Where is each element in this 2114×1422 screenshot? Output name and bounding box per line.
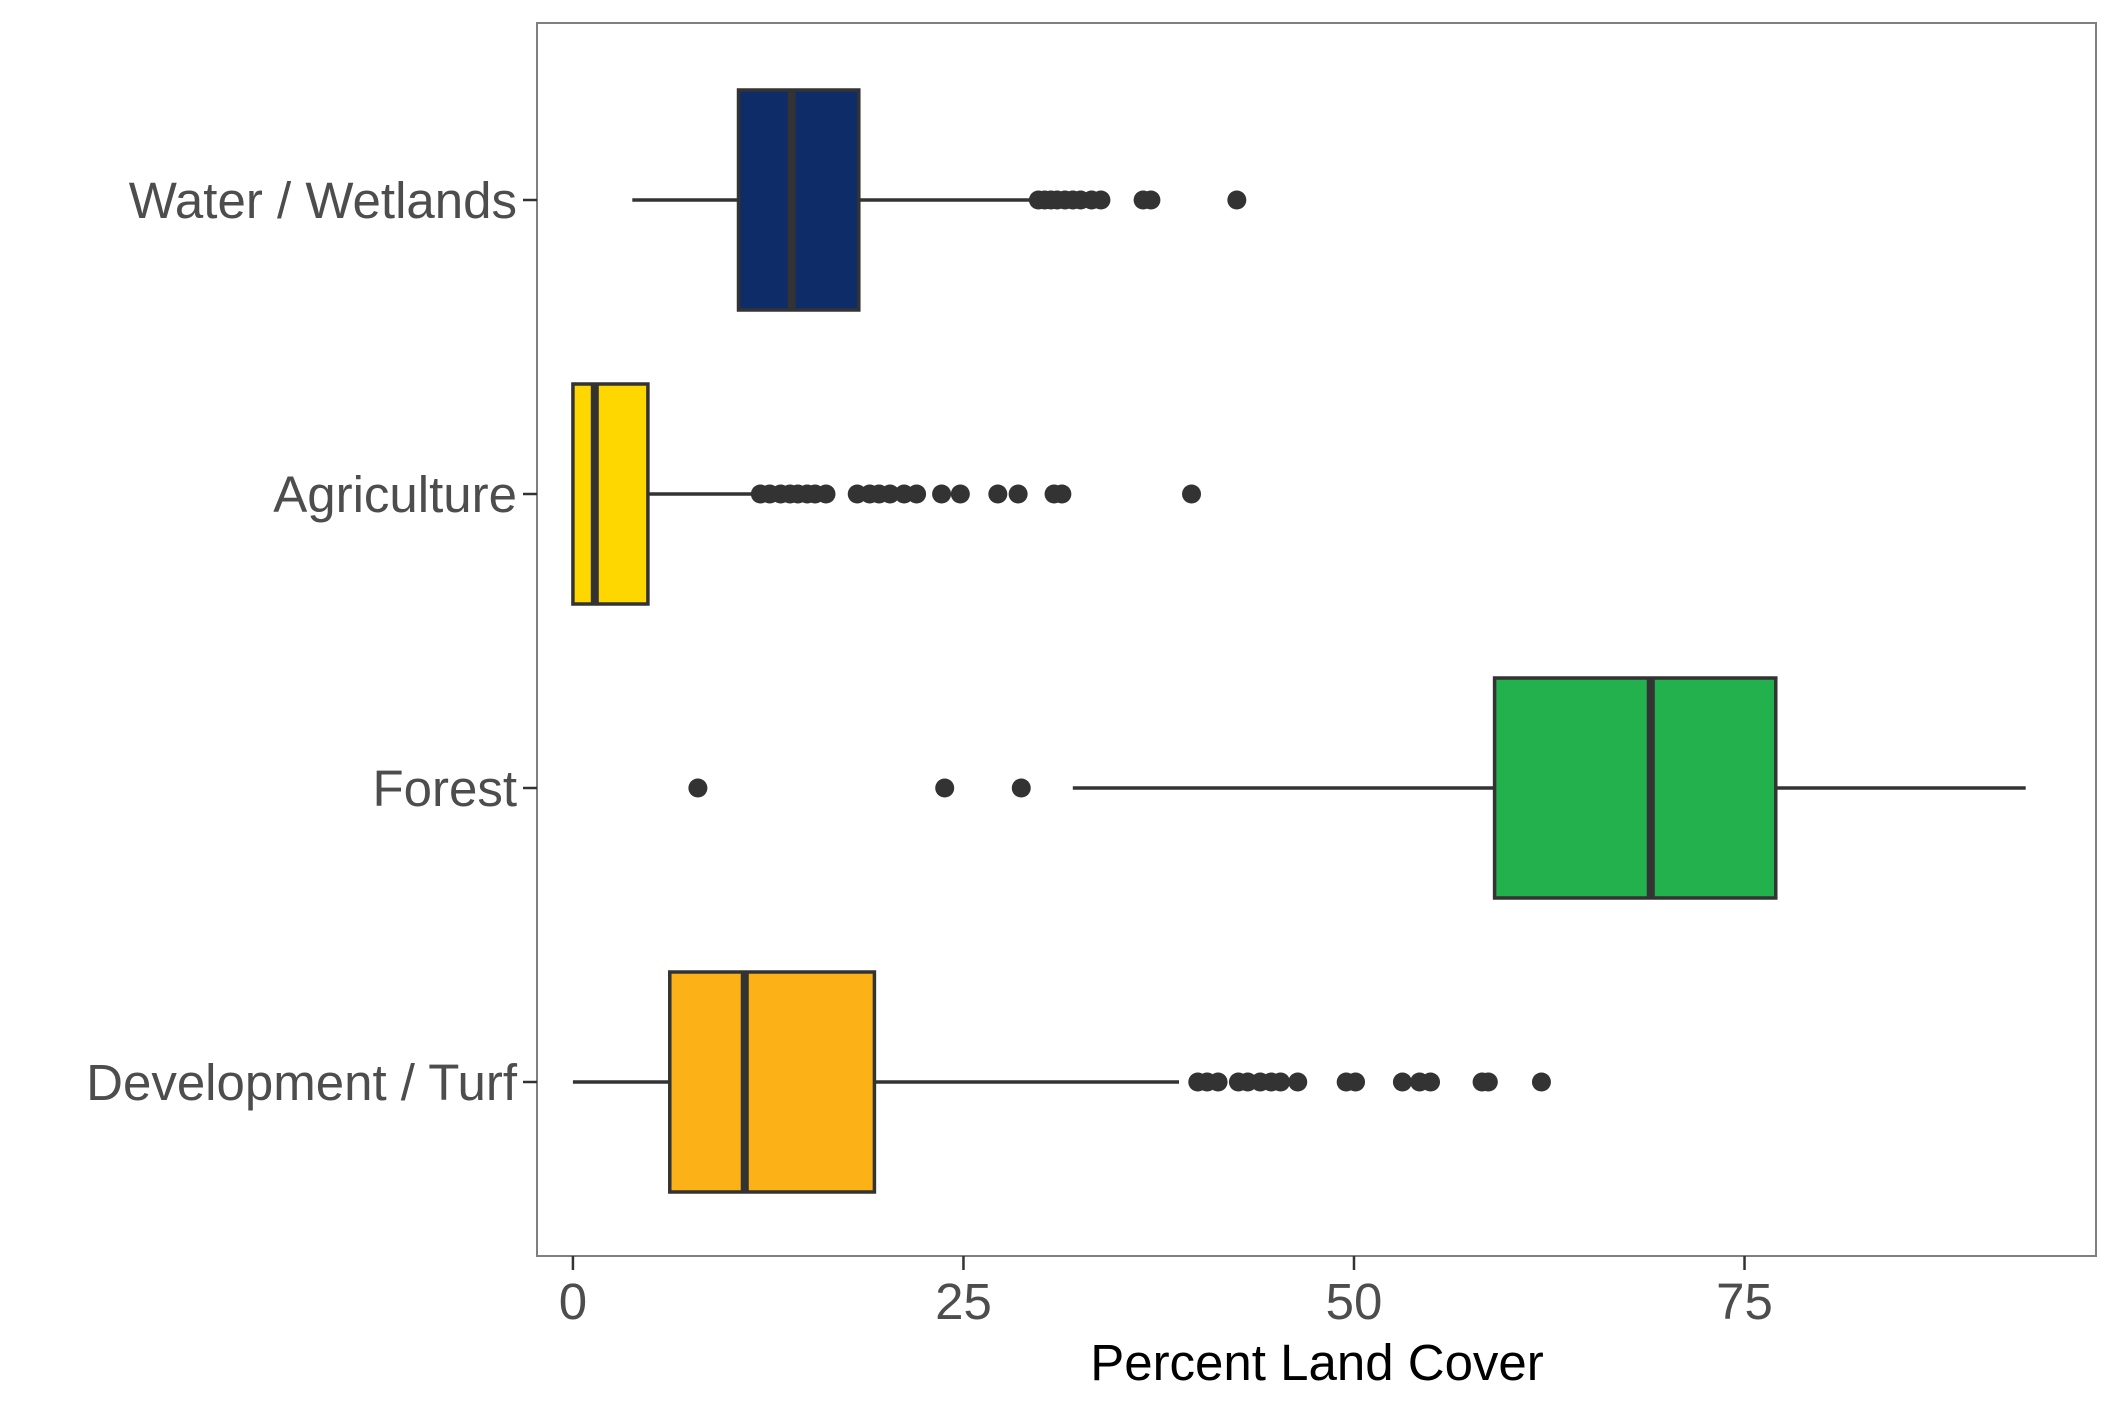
outlier-point-agriculture [880, 484, 900, 504]
outlier-point-water-wetlands [1227, 190, 1247, 210]
x-tick-label-75: 75 [1716, 1273, 1773, 1330]
outlier-point-agriculture [1052, 484, 1072, 504]
outlier-point-development-turf [1346, 1072, 1366, 1092]
y-tick-label-agriculture: Agriculture [273, 466, 517, 523]
outlier-point-forest [935, 778, 955, 798]
outlier-point-agriculture [907, 484, 927, 504]
outlier-point-agriculture [932, 484, 952, 504]
outlier-point-development-turf [1421, 1072, 1441, 1092]
outlier-point-agriculture [950, 484, 970, 504]
outlier-point-development-turf [1478, 1072, 1498, 1092]
x-tick-label-25: 25 [935, 1273, 992, 1330]
box-forest [1492, 676, 1778, 900]
box-agriculture [571, 382, 650, 606]
outlier-point-development-turf [1288, 1072, 1308, 1092]
box-group-water-wetlands [632, 88, 1247, 312]
outlier-point-agriculture [1182, 484, 1202, 504]
box-group-forest [688, 676, 2026, 900]
x-tick-label-50: 50 [1326, 1273, 1383, 1330]
box-group-development-turf [572, 970, 1551, 1194]
outlier-point-agriculture [1008, 484, 1028, 504]
y-tick-label-development-turf: Development / Turf [86, 1054, 518, 1111]
outlier-point-forest [688, 778, 708, 798]
outlier-point-water-wetlands [1091, 190, 1111, 210]
outlier-point-water-wetlands [1141, 190, 1161, 210]
box-water-wetlands [736, 88, 861, 312]
x-tick-label-0: 0 [559, 1273, 587, 1330]
outlier-point-development-turf [1208, 1072, 1228, 1092]
outlier-point-development-turf [1271, 1072, 1291, 1092]
outlier-point-development-turf [1392, 1072, 1412, 1092]
y-tick-label-forest: Forest [372, 760, 517, 817]
outlier-point-agriculture [816, 484, 836, 504]
x-axis-title: Percent Land Cover [1090, 1334, 1544, 1391]
box-group-agriculture [571, 382, 1202, 606]
box-development-turf [668, 970, 877, 1194]
outlier-point-forest [1011, 778, 1031, 798]
outlier-point-agriculture [988, 484, 1008, 504]
outlier-point-development-turf [1531, 1072, 1551, 1092]
y-tick-label-water-wetlands: Water / Wetlands [129, 172, 517, 229]
